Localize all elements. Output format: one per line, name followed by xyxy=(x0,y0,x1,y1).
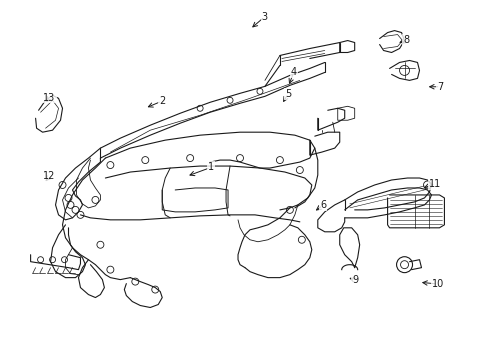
Text: 3: 3 xyxy=(262,12,268,22)
Text: 12: 12 xyxy=(44,171,56,181)
Text: 6: 6 xyxy=(320,200,326,210)
Text: 2: 2 xyxy=(159,96,165,106)
Text: 5: 5 xyxy=(285,89,291,99)
Text: 13: 13 xyxy=(44,93,56,103)
Text: 8: 8 xyxy=(403,35,409,45)
Text: 1: 1 xyxy=(208,162,214,172)
Text: 11: 11 xyxy=(429,179,441,189)
Text: 10: 10 xyxy=(432,279,444,289)
Text: 9: 9 xyxy=(352,275,359,285)
Text: 7: 7 xyxy=(437,82,443,92)
Text: 4: 4 xyxy=(291,67,297,77)
